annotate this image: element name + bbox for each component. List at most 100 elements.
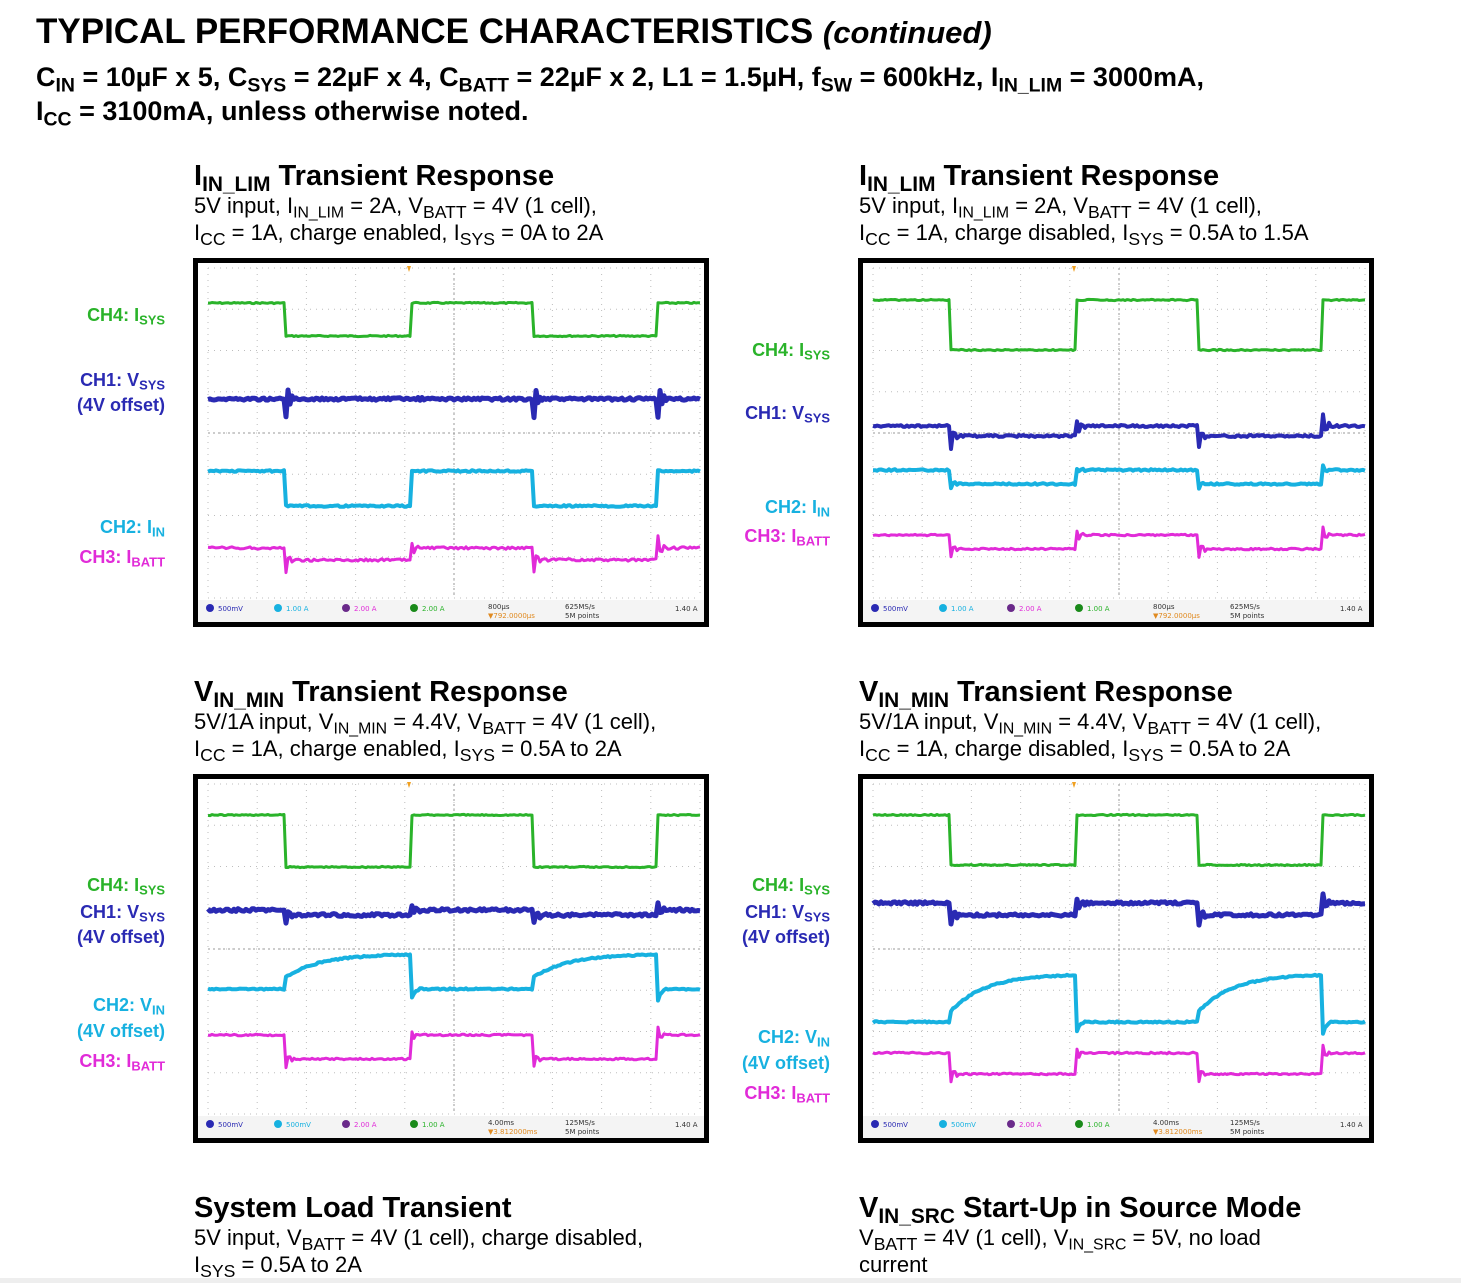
waveform <box>207 1025 701 1070</box>
panel-vin-min-charge-enabled: VIN_MIN Transient Response 5V/1A input, V… <box>194 676 657 765</box>
scope-screen: 500mV 1.00 A 2.00 A 1.00 A 800µs▼792.0000µs 6… <box>863 263 1369 622</box>
svg-text:2.00 A: 2.00 A <box>1019 605 1042 613</box>
svg-text:500mV: 500mV <box>218 605 243 613</box>
channel-label: CH1: VSYS <box>745 902 830 925</box>
channel-label: (4V offset) <box>76 1021 165 1041</box>
waveform <box>207 952 701 1003</box>
waveform <box>872 525 1366 559</box>
panel-subtitle: ICC = 1A, charge enabled, ISYS = 0.5A to… <box>194 736 622 765</box>
scope-capture: 500mV 1.00 A 2.00 A 2.00 A 800µs ▼792.0000µs 6… <box>193 258 709 627</box>
scope-capture: 500mV 500mV 2.00 A 1.00 A 4.00ms ▼3.812000ms 1… <box>193 774 709 1143</box>
waveform <box>207 387 701 421</box>
svg-text:▼3.812000ms: ▼3.812000ms <box>1153 1128 1203 1136</box>
panel-subtitle: ISYS = 0.5A to 2A <box>194 1252 362 1281</box>
scope-readout: 500mV 500mV 2.00 A 1.00 A 4.00ms▼3.812000ms 1… <box>863 1116 1369 1138</box>
svg-text:500mV: 500mV <box>883 605 908 613</box>
channel-label: CH2: VIN <box>758 1027 830 1050</box>
waveform <box>871 891 1366 928</box>
svg-text:625MS/s: 625MS/s <box>565 603 595 611</box>
page-title: TYPICAL PERFORMANCE CHARACTERISTICS (con… <box>36 12 992 51</box>
panel-subtitle: VBATT = 4V (1 cell), VIN_SRC = 5V, no lo… <box>859 1225 1261 1254</box>
svg-text:1.40 A: 1.40 A <box>1340 1121 1363 1129</box>
panel-subtitle: 5V/1A input, VIN_MIN = 4.4V, VBATT = 4V … <box>194 709 657 738</box>
svg-text:625MS/s: 625MS/s <box>1230 603 1260 611</box>
panel-title: System Load Transient <box>194 1192 512 1224</box>
waveform <box>207 300 701 339</box>
svg-text:500mV: 500mV <box>218 1121 243 1129</box>
svg-text:2.00 A: 2.00 A <box>1019 1121 1042 1129</box>
channel-label: CH4: ISYS <box>87 305 165 328</box>
channel-label: (4V offset) <box>741 1053 830 1073</box>
scope-screen: 500mV 500mV 2.00 A 1.00 A 4.00ms▼3.812000ms 1… <box>863 779 1369 1138</box>
channel-label: CH4: ISYS <box>752 875 830 898</box>
svg-text:500mV: 500mV <box>951 1121 976 1129</box>
svg-text:4.00ms: 4.00ms <box>1153 1119 1179 1127</box>
panel-subtitle: 5V input, VBATT = 4V (1 cell), charge di… <box>194 1225 644 1254</box>
svg-text:1.40 A: 1.40 A <box>675 1121 698 1129</box>
test-conditions: CIN = 10µF x 5, CSYS = 22µF x 4, CBATT =… <box>36 62 1204 131</box>
channel-label: CH3: IBATT <box>744 1083 830 1106</box>
channel-label: CH3: IBATT <box>79 547 165 570</box>
waveform <box>872 297 1366 353</box>
channel-label: CH4: ISYS <box>752 340 830 363</box>
svg-text:5M points: 5M points <box>1230 612 1265 620</box>
panel-subtitle: ICC = 1A, charge disabled, ISYS = 0.5A t… <box>859 220 1309 249</box>
channel-label: CH2: IIN <box>765 497 830 520</box>
panel-title: VIN_SRC Start-Up in Source Mode <box>859 1192 1302 1228</box>
svg-text:2.00 A: 2.00 A <box>422 605 445 613</box>
page-edge <box>0 1278 1461 1283</box>
svg-text:5M points: 5M points <box>565 612 600 620</box>
waveform <box>872 812 1366 868</box>
svg-text:▼792.0000µs: ▼792.0000µs <box>488 612 535 620</box>
scope-capture: 500mV 500mV 2.00 A 1.00 A 4.00ms ▼3.812000ms 1… <box>858 774 1374 1143</box>
channel-label: CH2: VIN <box>93 995 165 1018</box>
svg-text:▼3.812000ms: ▼3.812000ms <box>488 1128 538 1136</box>
svg-text:125MS/s: 125MS/s <box>1230 1119 1260 1127</box>
svg-text:125MS/s: 125MS/s <box>565 1119 595 1127</box>
svg-text:1.00 A: 1.00 A <box>951 605 974 613</box>
svg-text:500mV: 500mV <box>883 1121 908 1129</box>
panel-iin-lim-charge-enabled: IIN_LIM Transient Response 5V input, IIN_… <box>194 160 604 249</box>
svg-text:1.00 A: 1.00 A <box>422 1121 445 1129</box>
panel-title: IIN_LIM Transient Response <box>194 160 555 196</box>
panel-subtitle: ICC = 1A, charge enabled, ISYS = 0A to 2… <box>194 220 604 249</box>
svg-text:5M points: 5M points <box>1230 1128 1265 1136</box>
panel-system-load-transient: System Load Transient 5V input, VBATT = 4… <box>194 1192 644 1281</box>
svg-text:500mV: 500mV <box>286 1121 311 1129</box>
svg-text:1.00 A: 1.00 A <box>1087 1121 1110 1129</box>
waveform <box>207 812 701 870</box>
channel-label: CH3: IBATT <box>79 1051 165 1074</box>
svg-text:800µs: 800µs <box>488 603 510 611</box>
waveform <box>873 463 1366 491</box>
svg-text:2.00 A: 2.00 A <box>354 605 377 613</box>
scope-readout: 500mV 1.00 A 2.00 A 2.00 A 800µs▼792.0000µs 6… <box>198 600 704 622</box>
waveform <box>207 534 701 575</box>
channel-label: CH1: VSYS <box>80 370 165 393</box>
panel-subtitle: 5V input, IIN_LIM = 2A, VBATT = 4V (1 ce… <box>859 193 1262 222</box>
svg-text:1.40 A: 1.40 A <box>675 605 698 613</box>
svg-text:1.00 A: 1.00 A <box>1087 605 1110 613</box>
channel-label: CH4: ISYS <box>87 875 165 898</box>
channel-label: CH1: VSYS <box>80 902 165 925</box>
channel-label: (4V offset) <box>741 927 830 947</box>
scope-capture: 500mV 1.00 A 2.00 A 1.00 A 800µs ▼792.0000µs 6… <box>858 258 1374 627</box>
channel-label: CH2: IIN <box>100 517 165 540</box>
panel-title: VIN_MIN Transient Response <box>859 676 1233 712</box>
waveform <box>872 412 1366 451</box>
panel-title: IIN_LIM Transient Response <box>859 160 1220 196</box>
svg-text:1.00 A: 1.00 A <box>286 605 309 613</box>
svg-text:1.40 A: 1.40 A <box>1340 605 1363 613</box>
channel-label: (4V offset) <box>76 927 165 947</box>
channel-label: CH3: IBATT <box>744 526 830 549</box>
panel-vin-src-startup: VIN_SRC Start-Up in Source Mode VBATT = 4… <box>859 1192 1301 1278</box>
svg-text:2.00 A: 2.00 A <box>354 1121 377 1129</box>
waveform <box>206 900 701 926</box>
panel-title: VIN_MIN Transient Response <box>194 676 568 712</box>
panel-subtitle: ICC = 1A, charge disabled, ISYS = 0.5A t… <box>859 736 1291 765</box>
panel-iin-lim-charge-disabled: IIN_LIM Transient Response 5V input, IIN_… <box>859 160 1309 249</box>
channel-label: CH1: VSYS <box>745 403 830 426</box>
scope-screen: 500mV 500mV 2.00 A 1.00 A 4.00ms▼3.812000ms 1… <box>198 779 704 1138</box>
panel-subtitle: current <box>859 1252 928 1277</box>
waveform <box>871 972 1366 1036</box>
page-header: TYPICAL PERFORMANCE CHARACTERISTICS (con… <box>36 10 992 55</box>
